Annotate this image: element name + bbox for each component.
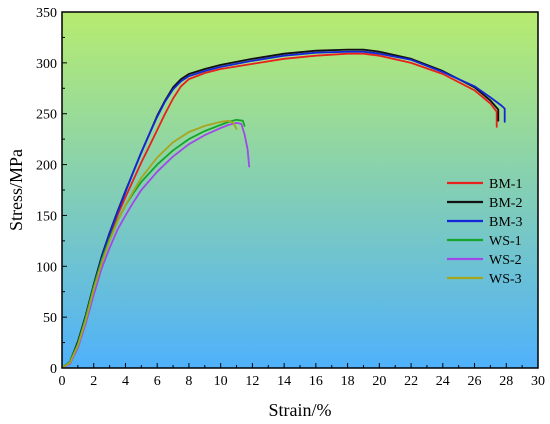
legend-label: BM-3 bbox=[489, 215, 522, 230]
y-tick-label: 100 bbox=[36, 260, 57, 275]
legend-label: BM-1 bbox=[489, 177, 522, 192]
x-tick-label: 22 bbox=[404, 374, 418, 389]
x-tick-label: 26 bbox=[468, 374, 482, 389]
y-tick-label: 0 bbox=[50, 362, 57, 377]
y-axis-title: Stress/MPa bbox=[6, 149, 26, 231]
y-axis: 0 50 100 150 200 250 300 350 bbox=[36, 6, 67, 377]
x-tick-label: 14 bbox=[277, 374, 291, 389]
y-tick-label: 250 bbox=[36, 108, 57, 123]
x-tick-label: 10 bbox=[214, 374, 228, 389]
x-axis-title: Strain/% bbox=[269, 400, 332, 420]
y-tick-label: 300 bbox=[36, 57, 57, 72]
x-tick-label: 20 bbox=[372, 374, 386, 389]
legend-label: WS-3 bbox=[489, 272, 522, 287]
x-tick-label: 12 bbox=[245, 374, 259, 389]
x-tick-label: 8 bbox=[185, 374, 192, 389]
legend: BM-1 BM-2 BM-3 WS-1 WS-2 WS-3 bbox=[447, 177, 522, 287]
x-tick-label: 18 bbox=[341, 374, 355, 389]
x-axis: 0 2 4 6 8 10 12 14 16 18 20 22 24 26 28 30 bbox=[59, 363, 545, 389]
x-tick-label: 6 bbox=[154, 374, 161, 389]
y-tick-label: 50 bbox=[43, 311, 57, 326]
y-tick-label: 200 bbox=[36, 159, 57, 174]
series-layer bbox=[62, 48, 506, 368]
x-tick-label: 0 bbox=[59, 374, 66, 389]
x-tick-label: 16 bbox=[309, 374, 323, 389]
series-line-ws-2 bbox=[62, 122, 251, 368]
series-line-bm-3 bbox=[62, 50, 506, 368]
legend-label: WS-2 bbox=[489, 253, 522, 268]
x-tick-label: 30 bbox=[531, 374, 545, 389]
x-tick-label: 2 bbox=[90, 374, 97, 389]
x-tick-label: 28 bbox=[499, 374, 513, 389]
legend-label: WS-1 bbox=[489, 234, 522, 249]
y-tick-label: 350 bbox=[36, 6, 57, 21]
series-line-ws-3 bbox=[62, 119, 238, 368]
x-tick-label: 4 bbox=[122, 374, 129, 389]
y-tick-label: 150 bbox=[36, 209, 57, 224]
legend-label: BM-2 bbox=[489, 196, 522, 211]
x-tick-label: 24 bbox=[436, 374, 450, 389]
